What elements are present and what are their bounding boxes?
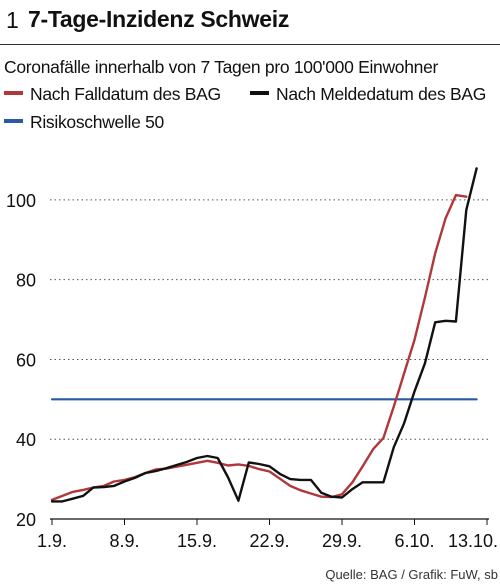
- chart-header-title: 7-Tage-Inzidenz Schweiz: [28, 6, 290, 32]
- series-line-0: [50, 193, 468, 502]
- chart-series: [50, 167, 478, 503]
- x-tick-label-5: 6.10.: [394, 531, 434, 551]
- x-tick-label-4: 29.9.: [322, 531, 362, 551]
- legend-swatch-risikoschwelle: [4, 119, 23, 124]
- y-tick-label-20: 20: [16, 510, 36, 530]
- legend-entry-risikoschwelle: Risikoschwelle 50: [4, 112, 164, 133]
- legend-swatch-meldedatum: [250, 91, 269, 96]
- header-divider: [0, 44, 500, 45]
- chart-grid: [50, 199, 489, 440]
- x-tick-label-2: 15.9.: [177, 531, 217, 551]
- x-tick-label-3: 22.9.: [249, 531, 289, 551]
- x-tick-label-6: 13.10.: [448, 531, 498, 551]
- x-tick-label-0: 1.9.: [37, 531, 67, 551]
- legend-entry-falldatum: Nach Falldatum des BAG: [4, 84, 221, 105]
- chart-subtitle: Coronafälle innerhalb von 7 Tagen pro 10…: [4, 57, 439, 77]
- chart-number: 1: [6, 7, 19, 33]
- legend-label-risikoschwelle: Risikoschwelle 50: [30, 112, 164, 132]
- series-line-1: [50, 167, 478, 503]
- legend-entry-meldedatum: Nach Meldedatum des BAG: [250, 84, 486, 105]
- y-tick-label-80: 80: [16, 271, 36, 291]
- y-tick-label-40: 40: [16, 430, 36, 450]
- x-tick-label-1: 8.9.: [109, 531, 139, 551]
- legend-label-falldatum: Nach Falldatum des BAG: [30, 84, 221, 104]
- x-axis: 1.9. 8.9. 15.9. 22.9. 29.9. 6.10. 13.10.: [37, 518, 498, 551]
- y-tick-label-100: 100: [6, 191, 36, 211]
- legend-label-meldedatum: Nach Meldedatum des BAG: [276, 84, 487, 104]
- y-tick-label-60: 60: [16, 350, 36, 370]
- y-axis-ticks: 20 40 60 80 100: [6, 191, 36, 530]
- legend-swatch-falldatum: [4, 91, 23, 96]
- source-credit: Quelle: BAG / Grafik: FuW, sb: [325, 567, 498, 582]
